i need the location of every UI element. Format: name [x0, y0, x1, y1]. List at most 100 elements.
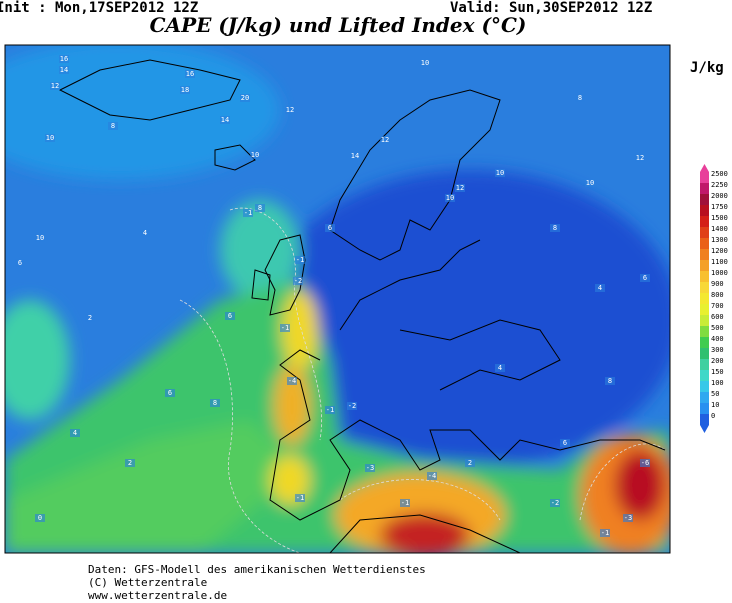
contour-label-box — [35, 234, 45, 242]
contour-label: 4 — [598, 284, 602, 292]
contour-label-box — [108, 122, 118, 130]
contour-label-box — [220, 116, 230, 124]
contour-label-box — [427, 472, 437, 480]
coastline — [264, 234, 306, 316]
colorbar-label: 1500 — [711, 214, 728, 222]
contour-label-box — [380, 136, 390, 144]
contour-label: 6 — [228, 312, 232, 320]
coastline — [329, 89, 501, 261]
colorbar-label: 2500 — [711, 170, 728, 178]
colorbar-label: 1100 — [711, 258, 728, 266]
contour-label: -4 — [428, 472, 436, 480]
contour-label-box — [287, 377, 297, 385]
contour-label-box — [243, 209, 253, 217]
contour-label: 10 — [446, 194, 454, 202]
contour-label-box — [575, 94, 585, 102]
contour-label-box — [445, 194, 455, 202]
unit-label: J/kg — [690, 60, 724, 76]
colorbar-swatch — [700, 249, 709, 260]
colorbar-tip — [700, 164, 709, 172]
contour-label-box — [635, 154, 645, 162]
colorbar-swatch — [700, 348, 709, 359]
contour-label-box — [600, 529, 610, 537]
contour-label-box — [595, 284, 605, 292]
contour-label: -1 — [296, 256, 304, 264]
contour-label: 16 — [186, 70, 194, 78]
colorbar-swatch — [700, 392, 709, 403]
contour-label: 4 — [73, 429, 77, 437]
contour-label-box — [495, 364, 505, 372]
map-frame — [4, 44, 671, 554]
contour-label-box — [180, 86, 190, 94]
contour-label: 18 — [181, 86, 189, 94]
colorbar-label: 1750 — [711, 203, 728, 211]
field — [260, 170, 670, 470]
contour-label-box — [165, 389, 175, 397]
colorbar-label: 1400 — [711, 225, 728, 233]
contour — [179, 299, 301, 553]
contour-label: 14 — [60, 66, 68, 74]
contour-label: -3 — [624, 514, 632, 522]
colorbar-label: 0 — [711, 412, 715, 420]
field — [220, 200, 300, 300]
contour-label: 2 — [128, 459, 132, 467]
valid-label: Valid: Sun,30SEP2012 12Z — [450, 0, 652, 16]
contour-label-box — [295, 494, 305, 502]
colorbar-label: 1300 — [711, 236, 728, 244]
colorbar-label: 400 — [711, 335, 724, 343]
contour-label: -3 — [366, 464, 374, 472]
contour-label-box — [605, 377, 615, 385]
contour-label-box — [640, 459, 650, 467]
contour-label-box — [59, 66, 69, 74]
contour-label: 8 — [578, 94, 582, 102]
title: CAPE (J/kg) und Lifted Index (°C) — [150, 13, 527, 37]
contour — [579, 443, 666, 521]
colorbar-swatch — [700, 370, 709, 381]
contour-label: 12 — [456, 184, 464, 192]
contour-label-box — [70, 429, 80, 437]
colorbar-swatch — [700, 260, 709, 271]
contour-label: 10 — [46, 134, 54, 142]
colorbar-tip — [700, 425, 709, 433]
contour-label-box — [465, 459, 475, 467]
contour-label: 12 — [51, 82, 59, 90]
contour-label: 2 — [468, 459, 472, 467]
contour-label: -1 — [296, 494, 304, 502]
contour-label-box — [240, 94, 250, 102]
contour-label: 2 — [88, 314, 92, 322]
contour-label-box — [35, 514, 45, 522]
contour-label-box — [420, 59, 430, 67]
contour-label-box — [280, 324, 290, 332]
colorbar-label: 600 — [711, 313, 724, 321]
colorbar-swatch — [700, 183, 709, 194]
contour-label: 6 — [328, 224, 332, 232]
contour-label: -4 — [288, 377, 296, 385]
contour-label-box — [85, 314, 95, 322]
contour-label: 14 — [351, 152, 359, 160]
contour-label-box — [15, 259, 25, 267]
contour-label: -2 — [551, 499, 559, 507]
contour-label: -1 — [601, 529, 609, 537]
contour-label-box — [50, 82, 60, 90]
contour-label: -1 — [244, 209, 252, 217]
contour-label: 12 — [286, 106, 294, 114]
contour-label-box — [550, 499, 560, 507]
contour-label-box — [623, 514, 633, 522]
contour-label: 6 — [168, 389, 172, 397]
contour-label: 4 — [498, 364, 502, 372]
border — [339, 239, 561, 391]
contour-label-box — [285, 106, 295, 114]
contour-label: 10 — [496, 169, 504, 177]
contour-label: 10 — [421, 59, 429, 67]
colorbar-swatch — [700, 359, 709, 370]
colorbar-swatch — [700, 315, 709, 326]
contour-label: -2 — [348, 402, 356, 410]
contour-label: 10 — [586, 179, 594, 187]
contour-label-box — [185, 70, 195, 78]
colorbar-label: 1000 — [711, 269, 728, 277]
contour-label-box — [210, 399, 220, 407]
contour-label: 20 — [241, 94, 249, 102]
coastline — [329, 514, 521, 553]
colorbar-label: 700 — [711, 302, 724, 310]
colorbar-label: 300 — [711, 346, 724, 354]
